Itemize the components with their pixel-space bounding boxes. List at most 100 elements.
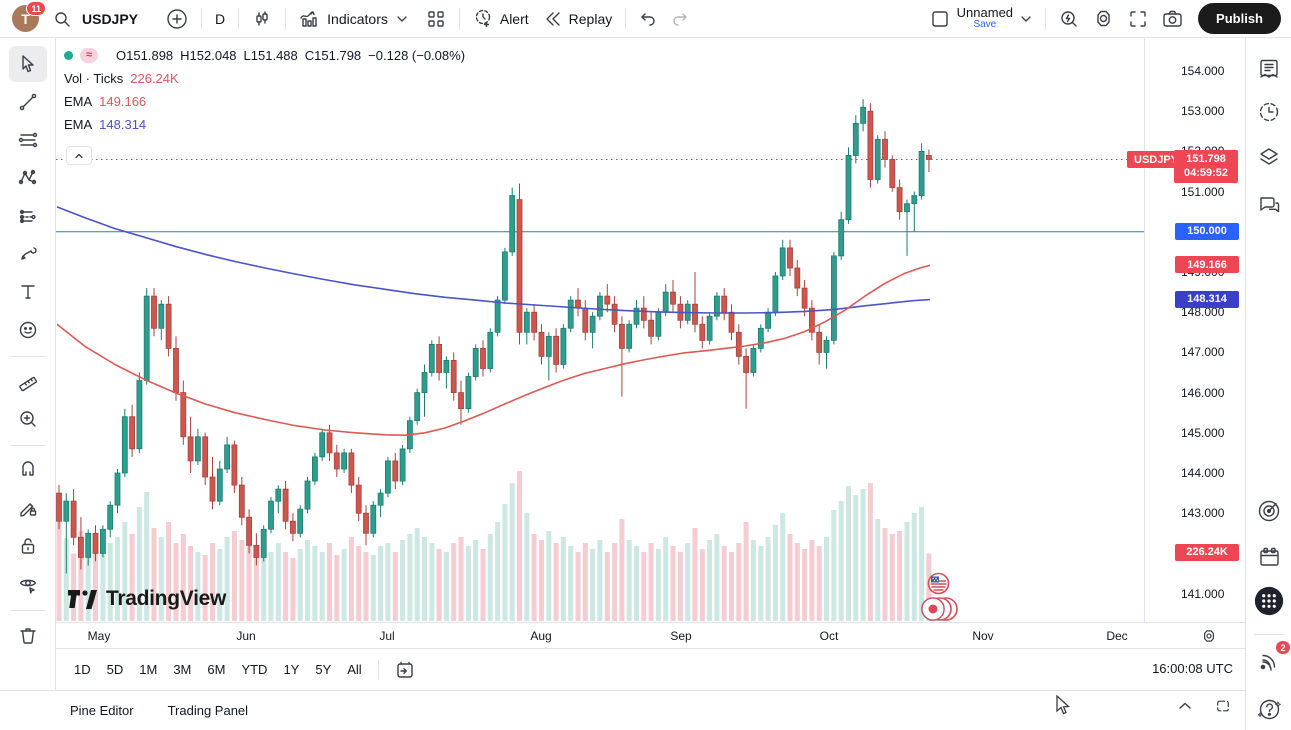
publish-button[interactable]: Publish [1198,3,1281,34]
volume-bar [663,537,669,621]
range-button[interactable]: All [339,657,369,682]
candle-body [575,299,581,309]
ema-slow-legend-row[interactable]: EMA 148.314 [64,117,465,132]
chart-style-button[interactable] [245,5,279,33]
go-to-date-icon[interactable] [387,655,423,685]
alert-label: Alert [499,10,529,27]
trend-line-tool-button[interactable] [9,84,47,120]
volume-bar [816,546,822,621]
lock-drawings-button[interactable] [9,528,47,564]
price-scale[interactable]: 154.000153.000152.000151.000150.000149.0… [1144,38,1245,622]
cursor-tool-button[interactable] [8,46,47,82]
pine-editor-tab[interactable]: Pine Editor [70,703,134,718]
interval-button[interactable]: D [208,7,232,31]
bar-countdown: 04:59:52 [1183,167,1229,180]
range-button[interactable]: YTD [233,657,275,682]
alert-button[interactable]: Alert [466,4,536,33]
chart-legend: ≈ O151.898 H152.048 L151.488 C151.798 −0… [64,48,465,140]
chart-pane[interactable]: ≈ O151.898 H152.048 L151.488 C151.798 −0… [56,38,1144,622]
panel-collapse-chevron-icon[interactable] [1177,699,1193,713]
drawing-mode-button[interactable] [9,490,47,526]
volume-bar [407,534,413,621]
range-button[interactable]: 3M [165,657,199,682]
volume-bar [546,531,552,621]
candle-body [260,528,267,558]
fullscreen-icon[interactable] [1121,5,1155,33]
volume-bar [107,543,113,621]
candle-body [421,372,428,394]
price-tick: 144.000 [1181,466,1225,480]
watchlist-icon[interactable] [1254,54,1284,84]
candle-body [165,303,172,349]
compare-add-button[interactable] [159,4,195,34]
range-button[interactable]: 6M [199,657,233,682]
indicators-dropdown-chevron[interactable] [395,12,409,26]
layout-select-button[interactable] [923,5,957,33]
candle-body [414,392,421,422]
time-axis-settings-gear-icon[interactable] [1200,627,1218,645]
layout-name-save[interactable]: Unnamed Save [957,6,1013,30]
range-button[interactable]: 5D [99,657,132,682]
streams-signal-icon[interactable]: 2 [1254,640,1291,676]
range-button[interactable]: 1D [66,657,99,682]
volume-bar [188,546,194,621]
candle-body [648,319,654,337]
hide-drawings-button[interactable] [9,566,47,602]
magnet-mode-button[interactable] [9,452,47,488]
symbol-search-button[interactable]: USDJPY [75,7,145,31]
session-clock[interactable]: 16:00:08 UTC [1152,661,1233,676]
alerts-clock-icon[interactable] [1254,97,1284,127]
range-button[interactable]: 1M [131,657,165,682]
volume-bar [166,522,172,621]
ema-fast-line[interactable] [56,264,931,437]
volume-bar [502,504,508,621]
brush-tool-button[interactable] [9,236,47,272]
time-axis[interactable]: May Jun Jul Aug Sep Oct Nov Dec [56,622,1245,648]
candle-body [238,484,245,518]
projection-tool-button[interactable] [9,198,47,234]
zoom-in-tool-button[interactable] [9,401,47,437]
screener-radar-icon[interactable] [1254,496,1284,526]
candle-body [121,416,128,474]
quick-search-icon[interactable] [1052,5,1086,33]
panel-maximize-icon[interactable] [1215,699,1231,713]
range-button[interactable]: 1Y [275,657,307,682]
series-legend-row[interactable]: ≈ O151.898 H152.048 L151.488 C151.798 −0… [64,48,465,63]
indicator-templates-button[interactable] [419,5,453,33]
redo-button[interactable] [664,7,696,31]
undo-button[interactable] [632,7,664,31]
indicators-button[interactable]: Indicators [292,5,395,33]
volume-bar [597,540,603,621]
legend-collapse-button[interactable] [66,146,92,165]
remove-drawings-button[interactable] [9,617,47,653]
range-button[interactable]: 5Y [307,657,339,682]
chat-icon[interactable] [1254,190,1284,220]
ema-fast-legend-row[interactable]: EMA 149.166 [64,94,465,109]
volume-bar [677,552,683,621]
ema-slow-line[interactable] [56,206,931,314]
candle-body [553,335,559,365]
avatar-initial: T [21,10,30,27]
volume-bar [100,552,106,621]
candle-body [523,311,530,333]
avatar[interactable]: T 11 [12,1,46,32]
text-tool-button[interactable] [9,274,47,310]
pattern-tool-button[interactable] [9,160,47,196]
trading-panel-tab[interactable]: Trading Panel [167,703,249,718]
emoji-tool-button[interactable] [9,312,47,348]
snapshot-camera-icon[interactable] [1155,5,1190,32]
save-button[interactable]: Save [973,19,997,31]
apps-grid-button[interactable] [1254,586,1284,616]
volume-bar [429,543,435,621]
settings-gear-icon[interactable] [1086,4,1121,33]
chart-canvas[interactable] [56,38,1144,622]
economic-calendar-icon[interactable] [1254,542,1284,572]
layout-dropdown-chevron[interactable] [1019,12,1033,26]
volume-legend-row[interactable]: Vol · Ticks 226.24K [64,71,465,86]
candle-body [809,307,815,333]
replay-button[interactable]: Replay [536,5,620,33]
measure-tool-button[interactable] [9,363,47,399]
fib-retracement-tool-button[interactable] [9,122,47,158]
object-tree-layers-icon[interactable] [1254,142,1284,172]
help-icon[interactable] [1254,694,1284,724]
